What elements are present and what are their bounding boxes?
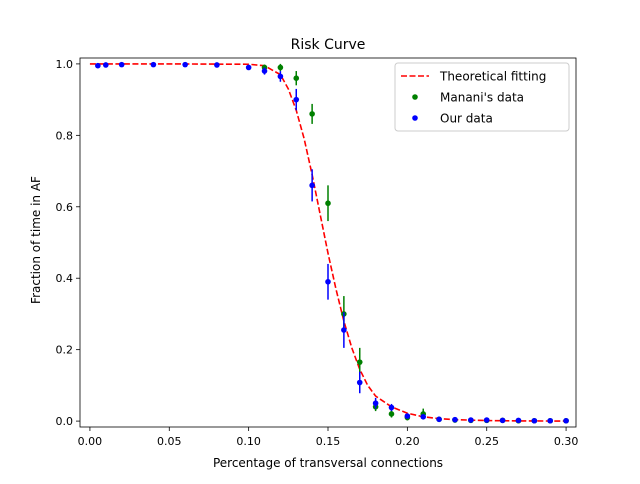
data-point	[277, 73, 284, 80]
x-tick-label: 0.10	[236, 435, 261, 448]
y-tick-label: 0.8	[56, 129, 74, 142]
data-point	[309, 111, 315, 117]
data-point	[118, 61, 125, 68]
legend-marker-swatch	[412, 94, 418, 100]
data-point	[309, 182, 315, 189]
data-point	[563, 417, 569, 424]
x-tick-label: 0.25	[474, 435, 499, 448]
x-tick-label: 0.30	[554, 435, 579, 448]
y-axis-label: Fraction of time in AF	[29, 176, 43, 304]
data-point	[356, 359, 363, 365]
x-tick-label: 0.15	[316, 435, 341, 448]
series-our-data	[95, 61, 569, 424]
chart-title: Risk Curve	[291, 37, 366, 53]
data-point	[102, 62, 109, 68]
y-tick-label: 1.0	[56, 58, 74, 71]
data-point	[150, 61, 157, 68]
data-point	[341, 327, 347, 333]
data-point	[261, 68, 268, 74]
legend-label: Our data	[440, 112, 493, 126]
data-point	[245, 64, 252, 71]
legend: Theoretical fitting Manani's data Our data	[394, 62, 570, 132]
legend-label: Manani's data	[440, 91, 524, 105]
data-point	[293, 96, 300, 103]
data-point	[531, 417, 538, 424]
data-point	[452, 416, 458, 423]
data-point	[182, 61, 188, 68]
data-point	[325, 278, 331, 285]
data-point	[547, 417, 554, 424]
data-point	[95, 62, 101, 69]
y-tick-label: 0.2	[56, 344, 74, 357]
data-point	[436, 416, 442, 423]
data-point	[420, 414, 427, 420]
data-point	[388, 404, 395, 411]
data-point	[515, 417, 522, 424]
legend-entry: Manani's data	[412, 91, 524, 105]
data-point	[277, 64, 284, 71]
data-point	[356, 379, 363, 386]
data-point	[325, 200, 331, 207]
legend-entry: Theoretical fitting	[401, 70, 546, 84]
legend-box	[394, 62, 570, 132]
y-tick-label: 0.4	[56, 272, 74, 285]
y-axis: 0.0 0.2 0.4 0.6 0.8 1.0	[56, 58, 80, 428]
legend-label: Theoretical fitting	[439, 70, 546, 84]
x-tick-label: 0.05	[157, 435, 182, 448]
data-point	[388, 411, 395, 417]
x-tick-label: 0.20	[395, 435, 420, 448]
y-tick-label: 0.0	[56, 415, 74, 428]
data-point	[214, 62, 220, 68]
x-tick-label: 0.00	[78, 435, 103, 448]
data-point	[483, 417, 490, 423]
data-point	[404, 413, 411, 419]
x-axis-label: Percentage of transversal connections	[213, 456, 443, 470]
data-point	[372, 400, 379, 407]
data-point	[468, 417, 474, 423]
legend-entry: Our data	[412, 112, 493, 126]
x-axis: 0.00 0.05 0.10 0.15 0.20 0.25 0.30	[78, 427, 579, 448]
legend-marker-swatch	[412, 115, 418, 121]
data-point	[499, 417, 506, 424]
data-point	[293, 75, 300, 81]
y-tick-label: 0.6	[56, 201, 74, 214]
